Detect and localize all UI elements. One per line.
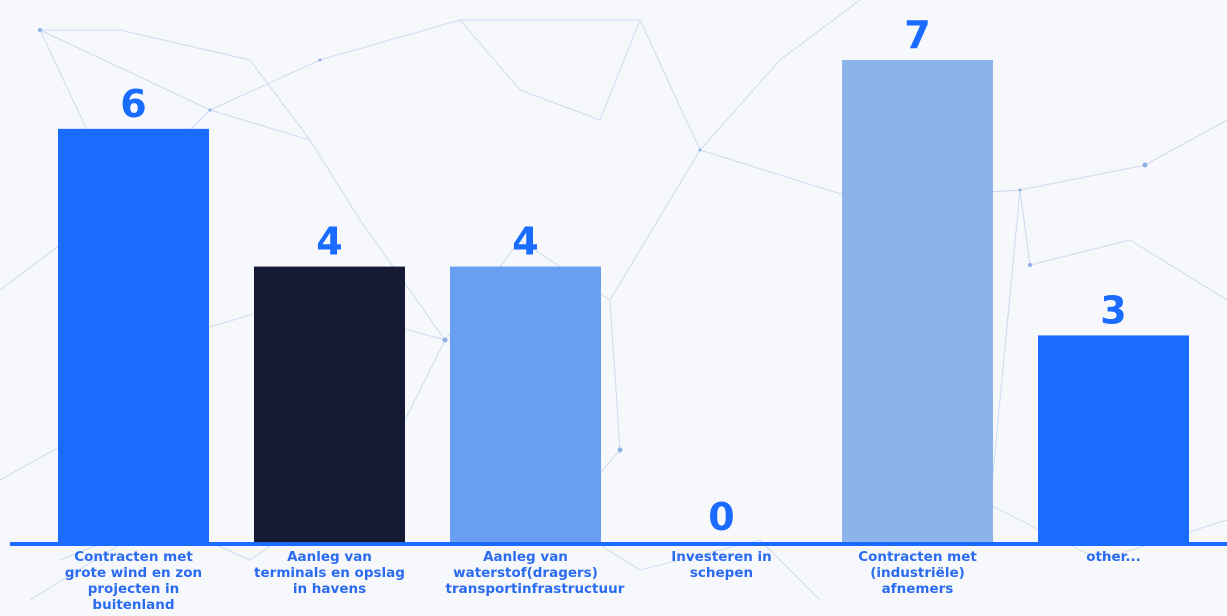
bar-2 <box>254 266 405 542</box>
bar-1 <box>58 128 209 542</box>
bar-3 <box>450 266 601 542</box>
value-label-3: 4 <box>512 220 538 264</box>
bar-5 <box>842 60 993 542</box>
category-label-2: Aanleg van terminals en opslag in havens <box>254 549 405 597</box>
category-label-3: Aanleg van waterstof(dragers) transporti… <box>445 549 625 597</box>
category-label-4: Investeren in schepen <box>671 549 772 581</box>
category-label-5: Contracten met (industriële) afnemers <box>858 549 977 597</box>
value-label-5: 7 <box>904 13 930 57</box>
value-label-6: 3 <box>1100 288 1126 332</box>
value-label-2: 4 <box>316 220 342 264</box>
value-label-1: 6 <box>120 82 146 126</box>
bar-6 <box>1038 335 1189 542</box>
category-label-1: Contracten met grote wind en zon project… <box>64 549 203 613</box>
value-label-4: 0 <box>708 495 734 539</box>
category-label-6: other... <box>1086 549 1141 565</box>
